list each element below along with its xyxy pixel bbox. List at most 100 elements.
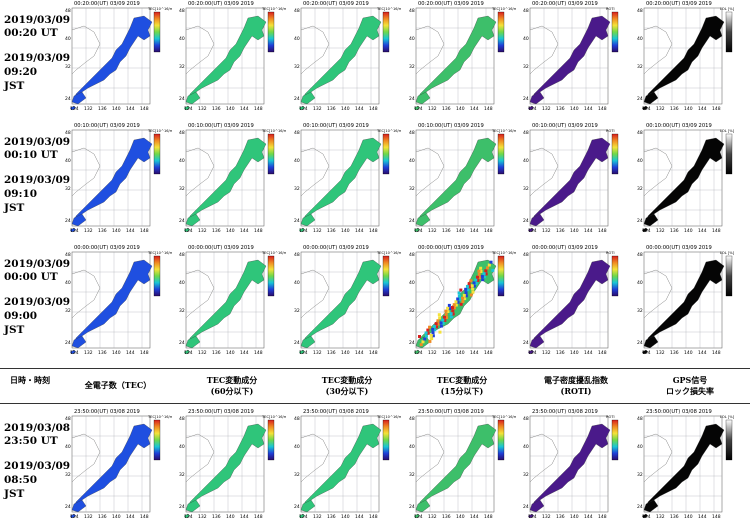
lon-tick-label: 124 [299, 514, 308, 520]
japan-island [527, 105, 535, 111]
japan-island [69, 105, 77, 111]
lat-tick-label: 32 [65, 186, 71, 192]
lat-tick-label: 24 [523, 504, 529, 510]
lon-tick-label: 144 [240, 350, 249, 356]
lat-tick-label: 48 [294, 252, 300, 258]
lat-tick-label: 48 [179, 8, 185, 14]
lat-tick-label: 40 [65, 158, 71, 164]
header-dtec30: TEC変動成分 (30分以下) [293, 375, 401, 397]
japan-main-island [302, 137, 382, 223]
lat-tick-label: 40 [179, 36, 185, 42]
lon-tick-label: 140 [570, 106, 579, 112]
lon-tick-label: 132 [542, 350, 551, 356]
lat-tick-label: 48 [409, 8, 415, 14]
colorbar-label: TEC[10^16/m^2] [491, 129, 516, 133]
lat-tick-label: 40 [523, 158, 529, 164]
lon-tick-label: 132 [313, 228, 322, 234]
japan-island [185, 213, 201, 227]
lon-tick-label: 148 [140, 514, 149, 520]
lon-tick-label: 124 [414, 228, 423, 234]
lat-tick-label: 24 [65, 96, 71, 102]
colorbar-label: LOL [%] [720, 251, 735, 255]
lat-tick-label: 32 [637, 308, 643, 314]
colorbar [267, 419, 275, 461]
map-panel-dtec: 23:50:00(UT) 03/08 2019 48 40 32 24 124 132 136… [293, 408, 401, 520]
map-panel-dtec15: 00:20:00(UT) 03/09 2019 48 40 32 24 124 132 136… [408, 0, 516, 112]
header-dtec30-line2: (30分以下) [325, 386, 369, 396]
colorbar [267, 133, 275, 175]
lon-tick-label: 124 [184, 106, 193, 112]
map-timestamp: 23:50:00(UT) 03/08 2019 [188, 409, 254, 415]
colorbar [382, 255, 390, 297]
map-timestamp: 23:50:00(UT) 03/08 2019 [532, 409, 598, 415]
japan-island [529, 213, 545, 227]
colorbar-label: TEC[10^16/m^2] [491, 7, 516, 11]
lat-tick-label: 24 [294, 504, 300, 510]
time-jst-label: JST [4, 324, 25, 336]
lon-tick-label: 124 [642, 228, 651, 234]
header-loss-line2: ロック損失率 [666, 386, 714, 396]
map-timestamp: 00:10:00(UT) 03/09 2019 [646, 123, 712, 129]
colorbar [497, 419, 505, 461]
lat-tick-label: 40 [65, 444, 71, 450]
map-panel-roti: 00:10:00(UT) 03/09 2019 48 40 32 24 124 132 136… [522, 122, 630, 234]
colorbar [153, 419, 161, 461]
map-panel-dtec15: 00:10:00(UT) 03/09 2019 48 40 32 24 124 132 136… [408, 122, 516, 234]
japan-main-island [187, 15, 267, 101]
japan-island [298, 105, 306, 111]
lon-tick-label: 140 [226, 514, 235, 520]
japan-main-island [417, 137, 497, 223]
lat-tick-label: 24 [523, 340, 529, 346]
lon-tick-label: 140 [456, 350, 465, 356]
lon-tick-label: 140 [570, 350, 579, 356]
japan-island [527, 227, 535, 233]
lat-tick-label: 48 [523, 130, 529, 136]
japan-main-island [531, 15, 611, 101]
japan-island [641, 349, 649, 355]
lat-tick-label: 24 [294, 340, 300, 346]
map-timestamp: 00:10:00(UT) 03/09 2019 [303, 123, 369, 129]
lon-tick-label: 136 [212, 514, 221, 520]
lon-tick-label: 144 [470, 350, 479, 356]
lon-tick-label: 132 [313, 514, 322, 520]
japan-island [298, 349, 306, 355]
japan-island [529, 335, 545, 349]
lon-tick-label: 132 [84, 514, 93, 520]
japan-main-island [531, 259, 611, 345]
lat-tick-label: 24 [523, 218, 529, 224]
lat-tick-label: 24 [179, 218, 185, 224]
lon-tick-label: 148 [369, 514, 378, 520]
map-panel-tec: 00:00:00(UT) 03/09 2019 48 40 32 24 124 132 136… [64, 244, 172, 356]
colorbar-label: TEC[10^16/m^2] [261, 7, 286, 11]
colorbar [382, 419, 390, 461]
lon-tick-label: 144 [355, 228, 364, 234]
lat-tick-label: 48 [294, 416, 300, 422]
lat-tick-label: 24 [637, 504, 643, 510]
lon-tick-label: 144 [470, 228, 479, 234]
colorbar [725, 11, 733, 53]
lat-tick-label: 40 [294, 280, 300, 286]
map-timestamp: 00:20:00(UT) 03/09 2019 [303, 1, 369, 7]
map-panel-loss: 23:50:00(UT) 03/08 2019 48 40 32 24 124 132 136… [636, 408, 744, 520]
header-dtec15: TEC変動成分 (15分以下) [408, 375, 516, 397]
japan-island [641, 105, 649, 111]
colorbar-label: TEC[10^16/m^2] [376, 7, 401, 11]
japan-main-island [187, 259, 267, 345]
map-panel-loss: 00:10:00(UT) 03/09 2019 48 40 32 24 124 132 136… [636, 122, 744, 234]
lat-tick-label: 24 [409, 218, 415, 224]
lon-tick-label: 148 [712, 350, 721, 356]
lon-tick-label: 140 [112, 228, 121, 234]
header-dtec60-line2: (60分以下) [210, 386, 254, 396]
lon-tick-label: 144 [698, 228, 707, 234]
japan-island [69, 349, 77, 355]
lon-tick-label: 148 [254, 514, 263, 520]
map-timestamp: 00:00:00(UT) 03/09 2019 [74, 245, 140, 251]
lon-tick-label: 132 [428, 106, 437, 112]
colorbar-label: TEC[10^16/m^2] [376, 129, 401, 133]
japan-main-island [302, 259, 382, 345]
